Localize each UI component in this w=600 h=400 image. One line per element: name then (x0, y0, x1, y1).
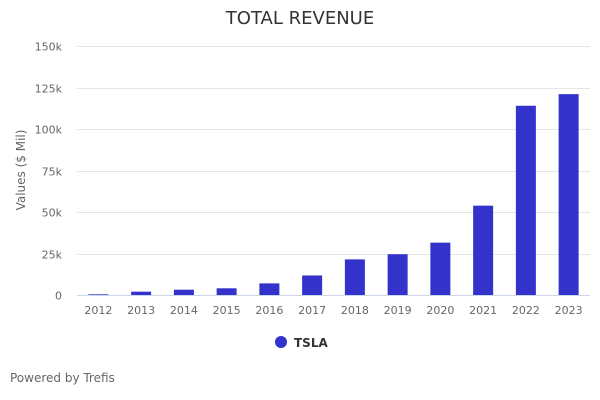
y-tick-label: 100k (35, 124, 63, 137)
y-axis-label: Values ($ Mil) (14, 130, 28, 211)
y-tick-label: 25k (42, 249, 63, 262)
bar-2020[interactable] (430, 242, 451, 295)
bars (88, 94, 579, 295)
bar-2021[interactable] (473, 205, 494, 295)
y-axis-ticks: 0 25k 50k 75k 100k 125k 150k (35, 41, 63, 303)
x-tick-label: 2015 (213, 304, 241, 317)
bar-2017[interactable] (302, 275, 323, 295)
chart-title: TOTAL REVENUE (225, 8, 374, 29)
x-tick-label: 2019 (384, 304, 412, 317)
y-tick-label: 50k (42, 207, 63, 220)
x-tick-label: 2021 (469, 304, 497, 317)
legend-marker (275, 336, 287, 348)
x-tick-label: 2013 (127, 304, 155, 317)
x-tick-label: 2016 (255, 304, 283, 317)
y-tick-label: 150k (35, 41, 63, 54)
bar-2016[interactable] (259, 283, 280, 295)
x-tick-label: 2012 (84, 304, 112, 317)
x-tick-label: 2018 (341, 304, 369, 317)
bar-2019[interactable] (387, 254, 408, 295)
x-tick-label: 2014 (170, 304, 198, 317)
y-tick-label: 0 (55, 290, 62, 303)
y-tick-label: 75k (42, 166, 63, 179)
x-axis-ticks: 2012 2013 2014 2015 2016 2017 2018 2019 2020 2021… (84, 304, 582, 317)
bar-2023[interactable] (558, 94, 579, 295)
bar-2014[interactable] (173, 289, 194, 295)
x-tick-label: 2023 (555, 304, 583, 317)
x-tick-label: 2017 (298, 304, 326, 317)
x-tick-label: 2020 (426, 304, 454, 317)
bar-2018[interactable] (344, 259, 365, 295)
legend-label: TSLA (294, 336, 328, 350)
powered-by-credit[interactable]: Powered by Trefis (10, 371, 115, 385)
legend-item-tsla[interactable]: TSLA (275, 336, 328, 350)
x-tick-label: 2022 (512, 304, 540, 317)
y-tick-label: 125k (35, 83, 63, 96)
bar-2012[interactable] (88, 294, 109, 295)
bar-2015[interactable] (216, 288, 237, 295)
bar-2022[interactable] (515, 105, 536, 295)
bar-2013[interactable] (131, 291, 152, 295)
gridlines (77, 46, 590, 255)
